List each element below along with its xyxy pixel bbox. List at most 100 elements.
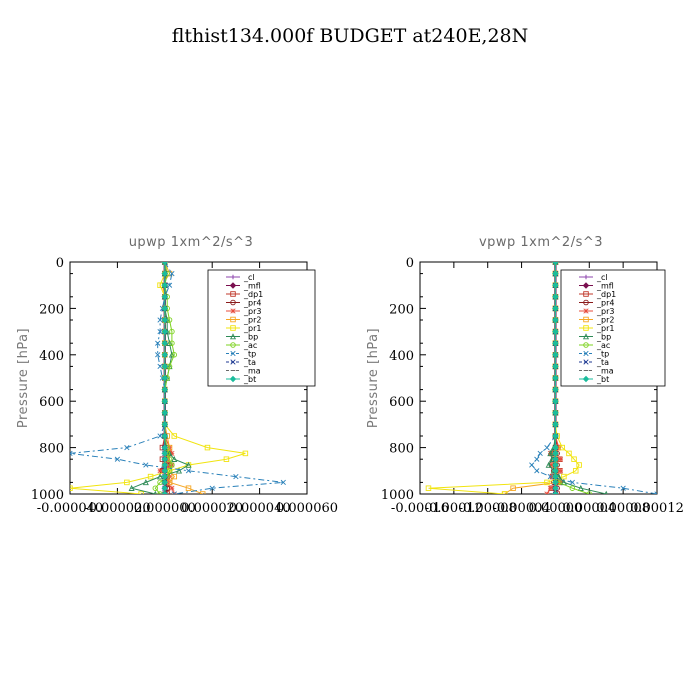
data-point [124, 479, 130, 486]
data-point [171, 455, 178, 462]
data-point [199, 491, 206, 494]
data-point [70, 450, 73, 457]
x-tick-label: -0.00008 [459, 501, 517, 516]
data-point [169, 462, 175, 468]
data-point [157, 473, 164, 480]
legend-label: _pr3 [243, 307, 261, 316]
data-point [169, 485, 175, 491]
legend-marker [583, 342, 589, 348]
legend-marker [583, 316, 589, 323]
data-point [185, 468, 192, 474]
data-point [185, 461, 192, 468]
legend-label: _bt [243, 375, 256, 384]
data-point [128, 484, 135, 491]
panel-title: vpwp 1xm^2/s^3 [479, 235, 603, 250]
data-point [552, 293, 559, 301]
data-point [147, 473, 154, 480]
legend-marker [230, 316, 236, 323]
data-point [161, 316, 169, 324]
data-point [164, 491, 170, 494]
data-point [557, 456, 564, 462]
data-point [161, 270, 169, 277]
data-point [547, 485, 553, 491]
y-tick-label: 800 [39, 442, 64, 457]
legend-label: _dp1 [596, 290, 616, 299]
y-tick-label: 0 [406, 256, 414, 271]
data-point [552, 270, 559, 277]
legend-marker [583, 350, 589, 357]
data-point [223, 456, 230, 462]
x-tick-label: 0.000040 [229, 501, 291, 516]
data-point [161, 421, 169, 428]
data-point [169, 328, 175, 335]
y-tick-label: 600 [389, 395, 414, 410]
data-point [552, 409, 559, 417]
legend-label: _tp [243, 350, 256, 359]
data-point [552, 363, 559, 370]
data-point [161, 262, 169, 266]
data-point [161, 386, 169, 393]
x-tick-label: -0.00004 [492, 501, 550, 516]
y-axis-label: Pressure [hPa] [366, 328, 381, 428]
legend-marker [583, 299, 589, 306]
series-line-pr2 [504, 262, 558, 494]
legend-label: _pr1 [596, 324, 614, 333]
data-point [155, 352, 161, 358]
data-point [552, 432, 559, 440]
data-point [161, 432, 169, 440]
data-point [161, 397, 169, 405]
data-point [571, 456, 577, 462]
legend-marker [583, 274, 589, 280]
data-point [168, 351, 175, 358]
legend-label: _ta [596, 358, 609, 367]
data-point [572, 468, 579, 474]
x-tick-label: 0.000060 [276, 501, 338, 516]
data-point [549, 474, 555, 480]
legend-marker [230, 325, 236, 331]
legend-marker [582, 282, 590, 289]
x-tick-label: 0.00000 [529, 501, 583, 516]
data-point [166, 450, 173, 457]
legend-label: _pr1 [243, 324, 261, 333]
legend-label: _mfl [243, 282, 261, 291]
y-tick-label: 800 [389, 442, 414, 457]
x-tick-label: -0.00012 [425, 501, 483, 516]
data-point [161, 374, 169, 382]
legend-marker [230, 359, 236, 365]
legend-marker [582, 333, 590, 340]
legend-label: _bp [596, 333, 611, 342]
data-point [552, 421, 559, 428]
series-group [425, 262, 657, 494]
legend-label: _pr4 [596, 299, 614, 308]
legend-label: _ma [596, 367, 614, 376]
y-tick-label: 0 [56, 256, 64, 271]
legend-label: _ta [243, 358, 256, 367]
x-tick-label: -0.000040 [37, 501, 103, 516]
legend-marker [583, 308, 589, 314]
data-point [161, 351, 169, 359]
data-point [171, 473, 178, 480]
data-point [138, 491, 144, 494]
data-point [552, 316, 559, 324]
legend-marker [230, 308, 236, 314]
data-point [552, 386, 559, 393]
legend-marker [230, 274, 236, 280]
data-point [557, 468, 564, 474]
data-point [171, 352, 178, 358]
data-point [552, 281, 559, 289]
series-group [70, 262, 286, 494]
legend-label: _cl [243, 273, 255, 282]
data-point [175, 467, 183, 474]
legend-label: _pr2 [243, 316, 261, 325]
data-point [157, 328, 163, 335]
data-point [552, 305, 559, 312]
data-point [242, 450, 249, 457]
y-tick-label: 1000 [381, 488, 414, 503]
data-point [204, 444, 211, 451]
x-tick-label: 0.000000 [134, 501, 196, 516]
y-tick-label: 600 [39, 395, 64, 410]
data-point [577, 484, 584, 491]
data-point [552, 351, 559, 359]
legend-marker [229, 333, 237, 340]
